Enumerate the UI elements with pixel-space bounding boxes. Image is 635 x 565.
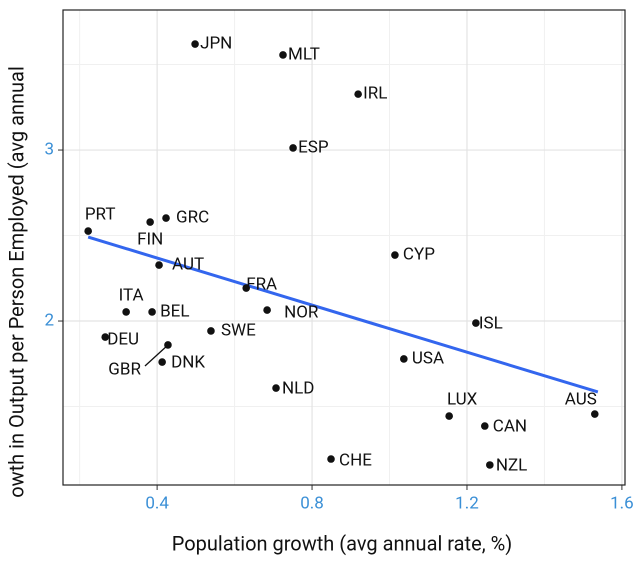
point (472, 319, 480, 327)
point-label: DNK (171, 353, 205, 373)
point (122, 308, 130, 316)
point (445, 412, 453, 420)
point (480, 422, 489, 430)
point-label: NZL (496, 455, 527, 475)
point (590, 410, 599, 418)
point (272, 384, 280, 392)
y-axis-title: owth in Output per Person Employed (avg … (4, 66, 28, 498)
point (84, 227, 92, 235)
point (354, 90, 362, 98)
point-label: CYP (403, 245, 435, 265)
y-tick-label: 3 (44, 140, 54, 160)
point-label: CAN (493, 416, 527, 436)
point-label: LUX (447, 390, 478, 410)
leader-line (144, 344, 169, 367)
point (289, 144, 297, 152)
point-label: AUT (172, 255, 204, 275)
point (263, 306, 271, 314)
point-label: BEL (160, 301, 189, 321)
point (101, 333, 110, 341)
point-label: JPN (200, 34, 232, 54)
point-label: DEU (107, 330, 139, 350)
x-axis-title: Population growth (avg annual rate, %) (172, 531, 512, 555)
point (207, 327, 215, 335)
point (162, 214, 170, 222)
point-label: FRA (246, 275, 277, 295)
point-label: ITA (119, 285, 144, 305)
point (146, 218, 154, 226)
point-label: NLD (282, 379, 314, 399)
point-label: CHE (339, 450, 372, 470)
point-label: MLT (288, 44, 320, 64)
point (191, 40, 199, 48)
point-label: IRL (363, 84, 387, 104)
point-label: GBR (108, 359, 141, 379)
trend-line (87, 235, 599, 394)
point-label: USA (412, 348, 444, 368)
plot-border (62, 9, 626, 486)
point (164, 341, 172, 349)
point (242, 284, 251, 292)
x-tick-label: 0.4 (145, 493, 169, 513)
point (279, 51, 287, 59)
point-label: PRT (85, 205, 116, 225)
point (400, 355, 408, 363)
point-label: AUS (565, 390, 597, 410)
point-label: NOR (284, 303, 319, 323)
point-label: ESP (298, 137, 329, 157)
point-label: SWE (221, 320, 256, 340)
point-label: GRC (176, 208, 209, 228)
point (155, 261, 163, 269)
y-tick-label: 2 (44, 311, 54, 331)
point (486, 461, 494, 469)
x-tick-label: 0.8 (300, 493, 324, 513)
point (391, 251, 399, 259)
point-label: FIN (137, 230, 163, 250)
point (327, 455, 335, 463)
point-label: ISL (479, 314, 503, 334)
point (148, 308, 156, 316)
x-tick-label: 1.2 (455, 493, 479, 513)
x-tick-label: 1.6 (610, 493, 634, 513)
point (158, 358, 166, 366)
